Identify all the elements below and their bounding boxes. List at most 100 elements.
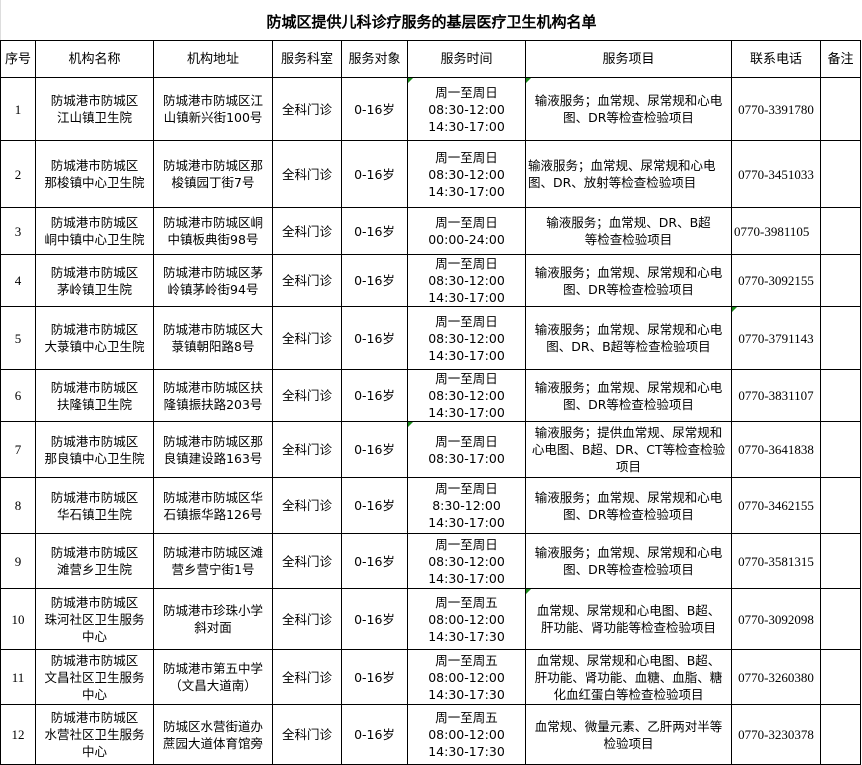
cell-name: 防城港市防城区 峒中镇中心卫生院 bbox=[35, 207, 154, 255]
cell-dept: 全科门诊 bbox=[272, 421, 342, 478]
cell-name: 防城港市防城区 珠河社区卫生服务 中心 bbox=[35, 588, 154, 650]
cell-phone: 0770-3260380 bbox=[731, 649, 821, 705]
cell-time: 周一至周日 08:30-17:00 bbox=[407, 421, 526, 478]
cell-target: 0-16岁 bbox=[341, 77, 408, 141]
header-row: 序号 机构名称 机构地址 服务科室 服务对象 服务时间 服务项目 联系电话 备注 bbox=[0, 40, 861, 78]
table-row: 11 防城港市防城区 文昌社区卫生服务 中心 防城港市第五中学 （文昌大道南） 全科门… bbox=[0, 649, 861, 705]
cell-time: 周一至周日 08:30-12:00 14:30-17:00 bbox=[407, 77, 526, 141]
header-items: 服务项目 bbox=[525, 40, 732, 78]
cell-items: 输液服务；血常规、尿常规和心电 图、DR等检查检验项目 bbox=[525, 533, 732, 589]
cell-phone: 0770-3831107 bbox=[731, 369, 821, 422]
cell-seq: 8 bbox=[0, 477, 36, 534]
cell-seq: 6 bbox=[0, 369, 36, 422]
cell-address: 防城港市防城区江 山镇新兴街100号 bbox=[153, 77, 273, 141]
cell-time: 周一至周五 08:00-12:00 14:30-17:30 bbox=[407, 704, 526, 765]
cell-phone: 0770-3581315 bbox=[731, 533, 821, 589]
table-row: 9 防城港市防城区 滩营乡卫生院 防城港市防城区滩 营乡营宁街1号 全科门诊 0-16岁… bbox=[0, 533, 861, 589]
cell-address: 防城港市防城区华 石镇振华路126号 bbox=[153, 477, 273, 534]
cell-target: 0-16岁 bbox=[341, 649, 408, 705]
cell-seq: 10 bbox=[0, 588, 36, 650]
cell-name: 防城港市防城区 扶隆镇卫生院 bbox=[35, 369, 154, 422]
cell-note bbox=[820, 369, 861, 422]
cell-phone: 0770-3391780 bbox=[731, 77, 821, 141]
cell-target: 0-16岁 bbox=[341, 369, 408, 422]
table-row: 4 防城港市防城区 茅岭镇卫生院 防城港市防城区茅 岭镇茅岭街94号 全科门诊 0-16… bbox=[0, 254, 861, 307]
cell-items: 输液服务；血常规、尿常规和心电 图、DR、放射等检查检验项目 bbox=[525, 140, 732, 208]
cell-name: 防城港市防城区 水营社区卫生服务 中心 bbox=[35, 704, 154, 765]
cell-seq: 1 bbox=[0, 77, 36, 141]
header-seq: 序号 bbox=[0, 40, 36, 78]
cell-seq: 5 bbox=[0, 306, 36, 370]
header-note: 备注 bbox=[820, 40, 861, 78]
cell-target: 0-16岁 bbox=[341, 207, 408, 255]
cell-dept: 全科门诊 bbox=[272, 477, 342, 534]
cell-phone: 0770-3462155 bbox=[731, 477, 821, 534]
cell-note bbox=[820, 588, 861, 650]
cell-dept: 全科门诊 bbox=[272, 649, 342, 705]
institution-table: 序号 机构名称 机构地址 服务科室 服务对象 服务时间 服务项目 联系电话 备注… bbox=[0, 40, 861, 765]
cell-note bbox=[820, 207, 861, 255]
cell-time: 周一至周日 08:30-12:00 14:30-17:00 bbox=[407, 140, 526, 208]
cell-target: 0-16岁 bbox=[341, 306, 408, 370]
cell-time: 周一至周日 8:30-12:00 14:30-17:00 bbox=[407, 477, 526, 534]
table-row: 5 防城港市防城区 大菉镇中心卫生院 防城港市防城区大 菉镇朝阳路8号 全科门诊 0-1… bbox=[0, 306, 861, 370]
cell-note bbox=[820, 704, 861, 765]
cell-phone: 0770-3092098 bbox=[731, 588, 821, 650]
cell-dept: 全科门诊 bbox=[272, 140, 342, 208]
cell-dept: 全科门诊 bbox=[272, 704, 342, 765]
cell-note bbox=[820, 649, 861, 705]
cell-phone: 0770-3641838 bbox=[731, 421, 821, 478]
cell-note bbox=[820, 140, 861, 208]
cell-phone: 0770-3092155 bbox=[731, 254, 821, 307]
cell-address: 防城港市第五中学 （文昌大道南） bbox=[153, 649, 273, 705]
cell-name: 防城港市防城区 华石镇卫生院 bbox=[35, 477, 154, 534]
cell-seq: 9 bbox=[0, 533, 36, 589]
cell-target: 0-16岁 bbox=[341, 704, 408, 765]
cell-note bbox=[820, 477, 861, 534]
header-target: 服务对象 bbox=[341, 40, 408, 78]
cell-target: 0-16岁 bbox=[341, 421, 408, 478]
cell-address: 防城区水营街道办 蔗园大道体育馆旁 bbox=[153, 704, 273, 765]
table-row: 10 防城港市防城区 珠河社区卫生服务 中心 防城港市珍珠小学 斜对面 全科门诊 0-1… bbox=[0, 588, 861, 650]
cell-time: 周一至周日 00:00-24:00 bbox=[407, 207, 526, 255]
cell-name: 防城港市防城区 文昌社区卫生服务 中心 bbox=[35, 649, 154, 705]
cell-address: 防城港市防城区滩 营乡营宁街1号 bbox=[153, 533, 273, 589]
cell-note bbox=[820, 533, 861, 589]
cell-note bbox=[820, 77, 861, 141]
table-row: 6 防城港市防城区 扶隆镇卫生院 防城港市防城区扶 隆镇振扶路203号 全科门诊 0-1… bbox=[0, 369, 861, 422]
cell-address: 防城港市防城区大 菉镇朝阳路8号 bbox=[153, 306, 273, 370]
cell-name: 防城港市防城区 大菉镇中心卫生院 bbox=[35, 306, 154, 370]
cell-time: 周一至周日 08:30-12:00 14:30-17:00 bbox=[407, 254, 526, 307]
cell-items: 输液服务；血常规、尿常规和心电 图、DR等检查检验项目 bbox=[525, 477, 732, 534]
table-row: 1 防城港市防城区 江山镇卫生院 防城港市防城区江 山镇新兴街100号 全科门诊 0-1… bbox=[0, 77, 861, 141]
cell-dept: 全科门诊 bbox=[272, 369, 342, 422]
table-row: 7 防城港市防城区 那良镇中心卫生院 防城港市防城区那 良镇建设路163号 全科门诊 0… bbox=[0, 421, 861, 478]
table-row: 3 防城港市防城区 峒中镇中心卫生院 防城港市防城区峒 中镇板典街98号 全科门诊 0-… bbox=[0, 207, 861, 255]
cell-dept: 全科门诊 bbox=[272, 533, 342, 589]
header-time: 服务时间 bbox=[407, 40, 526, 78]
cell-target: 0-16岁 bbox=[341, 533, 408, 589]
cell-address: 防城港市防城区那 梭镇园丁街7号 bbox=[153, 140, 273, 208]
cell-seq: 3 bbox=[0, 207, 36, 255]
cell-target: 0-16岁 bbox=[341, 477, 408, 534]
cell-name: 防城港市防城区 那良镇中心卫生院 bbox=[35, 421, 154, 478]
cell-phone: 0770-3451033 bbox=[731, 140, 821, 208]
header-dept: 服务科室 bbox=[272, 40, 342, 78]
cell-address: 防城港市防城区峒 中镇板典街98号 bbox=[153, 207, 273, 255]
cell-note bbox=[820, 254, 861, 307]
cell-items: 输液服务；血常规、DR、B超 等检查检验项目 bbox=[525, 207, 732, 255]
table-row: 2 防城港市防城区 那梭镇中心卫生院 防城港市防城区那 梭镇园丁街7号 全科门诊 0-1… bbox=[0, 140, 861, 208]
cell-target: 0-16岁 bbox=[341, 140, 408, 208]
cell-items: 输液服务；血常规、尿常规和心电 图、DR等检查检验项目 bbox=[525, 254, 732, 307]
header-phone: 联系电话 bbox=[731, 40, 821, 78]
table-row: 12 防城港市防城区 水营社区卫生服务 中心 防城区水营街道办 蔗园大道体育馆旁 全科… bbox=[0, 704, 861, 765]
cell-dept: 全科门诊 bbox=[272, 588, 342, 650]
cell-target: 0-16岁 bbox=[341, 254, 408, 307]
cell-time: 周一至周日 08:30-12:00 14:30-17:00 bbox=[407, 369, 526, 422]
cell-seq: 2 bbox=[0, 140, 36, 208]
table-row: 8 防城港市防城区 华石镇卫生院 防城港市防城区华 石镇振华路126号 全科门诊 0-1… bbox=[0, 477, 861, 534]
cell-address: 防城港市珍珠小学 斜对面 bbox=[153, 588, 273, 650]
cell-phone: 0770-3230378 bbox=[731, 704, 821, 765]
cell-note bbox=[820, 421, 861, 478]
cell-time: 周一至周五 08:00-12:00 14:30-17:30 bbox=[407, 588, 526, 650]
